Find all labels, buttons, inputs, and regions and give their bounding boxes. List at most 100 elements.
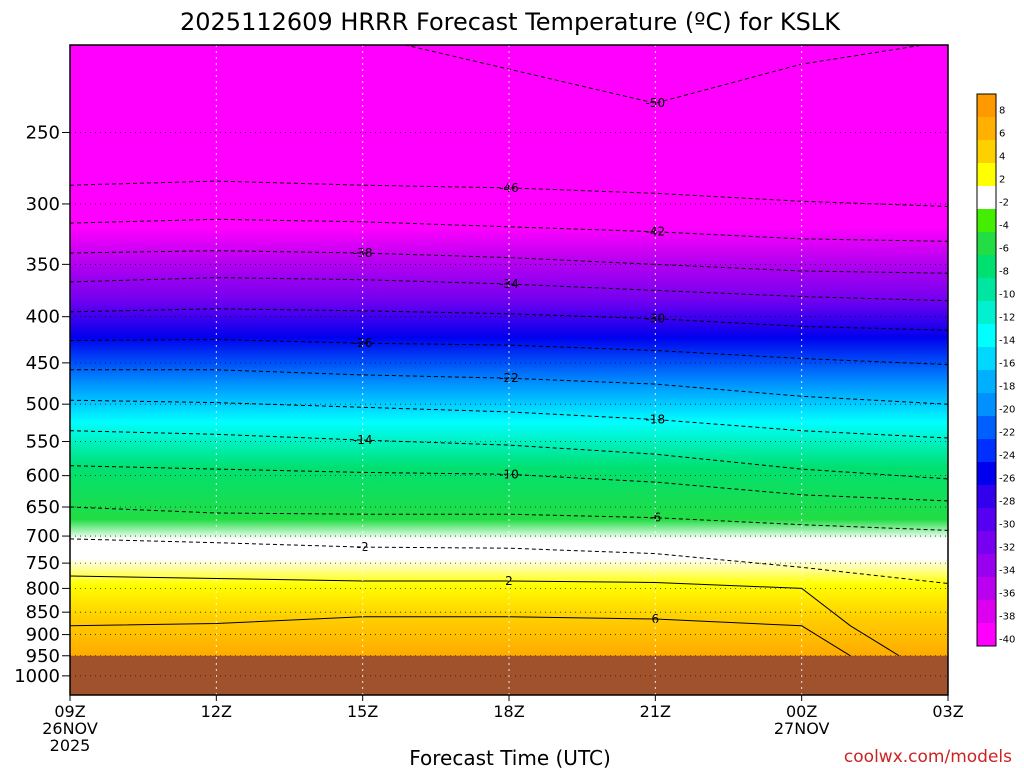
colorbar-label: -10 [999,290,1015,301]
colorbar-label: -36 [999,589,1015,600]
contour-label: -34 [499,277,519,291]
y-tick-label: 500 [26,394,60,415]
colorbar-swatch [977,255,996,279]
colorbar-swatch [977,347,996,371]
credit-link[interactable]: coolwx.com/models [844,747,1012,767]
colorbar-swatch [977,393,996,417]
y-tick-label: 850 [26,602,60,623]
x-tick-label: 21Z [640,702,671,721]
colorbar-swatch [977,163,996,187]
contour-label: 6 [652,612,660,626]
contour-label: -2 [357,540,369,554]
y-tick-label: 950 [26,646,60,667]
colorbar-swatch [977,531,996,555]
colorbar-label: 2 [999,175,1005,186]
y-tick-label: 650 [26,497,60,518]
x-tick-label: 27NOV [774,719,830,738]
contour-label: -46 [499,181,519,195]
y-tick-label: 600 [26,466,60,487]
x-axis-label: Forecast Time (UTC) [409,746,611,768]
y-tick-label: 900 [26,625,60,646]
colorbar-label: -32 [999,543,1015,554]
colorbar-swatch [977,301,996,325]
y-tick-label: 250 [26,122,60,143]
x-tick-label: 03Z [932,702,963,721]
colorbar-frame [976,93,997,647]
colorbar-label: -2 [999,198,1009,209]
x-tick-label: 26NOV [42,719,98,738]
colorbar-swatch [977,278,996,302]
contour-line [70,575,900,657]
colorbar-label: -24 [999,451,1015,462]
colorbar-swatch [977,324,996,348]
colorbar-label: 4 [999,152,1005,163]
colorbar-label: -6 [999,244,1009,255]
contour-label: -30 [646,312,666,326]
colorbar-label: -38 [999,612,1015,623]
colorbar-swatch [977,554,996,578]
colorbar-label: -12 [999,313,1015,324]
contour-label: -26 [353,336,373,350]
y-tick-label: 450 [26,353,60,374]
vertical-grid [70,45,948,695]
y-tick-label: 700 [26,526,60,547]
contour-label: -18 [646,413,666,427]
chart-title: 2025112609 HRRR Forecast Temperature (ºC… [180,8,841,36]
colorbar-swatch [977,462,996,486]
y-tick-label: 300 [26,194,60,215]
colorbar-swatch [977,416,996,440]
colorbar-swatch [977,485,996,509]
colorbar-label: -28 [999,497,1015,508]
colorbar-label: -16 [999,359,1015,370]
contour-line [70,45,927,104]
x-tick-label: 00Z [786,702,817,721]
x-tick-label: 2025 [50,736,91,755]
y-tick-label: 1000 [14,666,60,687]
y-tick-label: 800 [26,578,60,599]
x-tick-label: 09Z [54,702,85,721]
colorbar-swatch [977,232,996,256]
y-tick-label: 350 [26,254,60,275]
x-tick-label: 15Z [347,702,378,721]
y-tick-label: 550 [26,432,60,453]
colorbar-swatch [977,577,996,601]
y-axis-ticks: 2503003504004505005506006507007508008509… [14,122,70,687]
y-tick-label: 400 [26,307,60,328]
colorbar-label: -20 [999,405,1015,416]
contour-label: -6 [649,511,661,525]
colorbar-label: -18 [999,382,1015,393]
colorbar-swatch [977,600,996,624]
x-tick-label: 12Z [201,702,232,721]
colorbar: 8 6 4 2 -2 -4 -6 -8 -10 -12 -14 -16 -18 -20 -22 -24 -26 -… [976,93,1015,647]
colorbar-label: -14 [999,336,1015,347]
colorbar-label: -4 [999,221,1009,232]
colorbar-label: -8 [999,267,1009,278]
isotherm-contours: -50-46-42-38-34-30-26-22-18-14-10-6-226 [70,45,948,657]
plot-area: -50-46-42-38-34-30-26-22-18-14-10-6-226 [70,45,948,695]
colorbar-swatch [977,186,996,210]
colorbar-swatch [977,623,996,647]
contour-label: -38 [353,246,373,260]
colorbar-swatch [977,370,996,394]
colorbar-label: -22 [999,428,1015,439]
colorbar-label: -26 [999,474,1015,485]
colorbar-label: -40 [999,635,1015,646]
colorbar-swatch [977,117,996,141]
contour-label: -22 [499,371,519,385]
colorbar-label: 8 [999,106,1005,117]
colorbar-label: 6 [999,129,1005,140]
colorbar-label: -30 [999,520,1015,531]
contour-label: -50 [646,96,666,110]
colorbar-swatch [977,209,996,233]
x-tick-label: 18Z [493,702,524,721]
colorbar-swatch [977,94,996,118]
contour-label: -10 [499,467,519,481]
colorbar-swatch [977,508,996,532]
colorbar-label: -34 [999,566,1015,577]
colorbar-swatch [977,140,996,164]
colorbar-swatch [977,439,996,463]
contour-label: -14 [353,433,373,447]
y-tick-label: 750 [26,553,60,574]
